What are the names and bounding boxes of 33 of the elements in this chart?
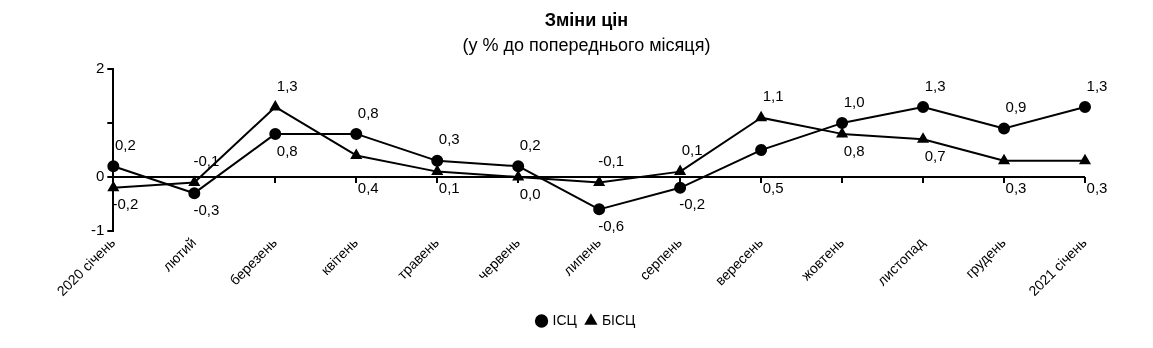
y-tick-label: 2 (95, 59, 105, 77)
data-label: 0,0 (519, 184, 541, 202)
data-label: 0,9 (1005, 98, 1027, 116)
data-label: -0,3 (193, 200, 220, 218)
y-tick-label: 0 (95, 167, 105, 185)
data-label: 0,1 (681, 141, 703, 159)
data-label: 0,8 (276, 141, 298, 159)
data-label: -0,2 (112, 195, 139, 213)
data-label: 0,8 (357, 103, 379, 121)
data-label: 0,2 (519, 135, 541, 153)
data-label: 0,3 (438, 130, 460, 148)
data-label: -0,2 (679, 195, 706, 213)
data-label: 0,8 (843, 141, 865, 159)
legend-label: ІСЦ (552, 311, 578, 328)
y-tick-label: -1 (90, 221, 105, 239)
chart-subtitle: (у % до попереднього місяця) (462, 35, 711, 56)
data-label: 0,7 (924, 146, 946, 164)
data-label: 1,0 (843, 92, 865, 110)
legend-label: БІСЦ (601, 311, 637, 328)
data-label: 1,3 (276, 76, 298, 94)
data-label: 1,3 (924, 76, 946, 94)
data-label: 0,3 (1086, 178, 1108, 196)
data-label: -0,6 (598, 216, 625, 234)
chart-title: Зміни цін (544, 9, 629, 30)
data-label: -0,1 (598, 152, 625, 170)
data-label: -0,1 (193, 152, 220, 170)
data-label: 0,3 (1005, 178, 1027, 196)
data-label: 1,3 (1086, 76, 1108, 94)
data-label: 1,1 (762, 87, 784, 105)
data-label: 0,5 (762, 178, 784, 196)
data-label: 0,2 (114, 135, 136, 153)
data-label: 0,1 (438, 179, 460, 197)
data-label: 0,4 (357, 178, 379, 196)
